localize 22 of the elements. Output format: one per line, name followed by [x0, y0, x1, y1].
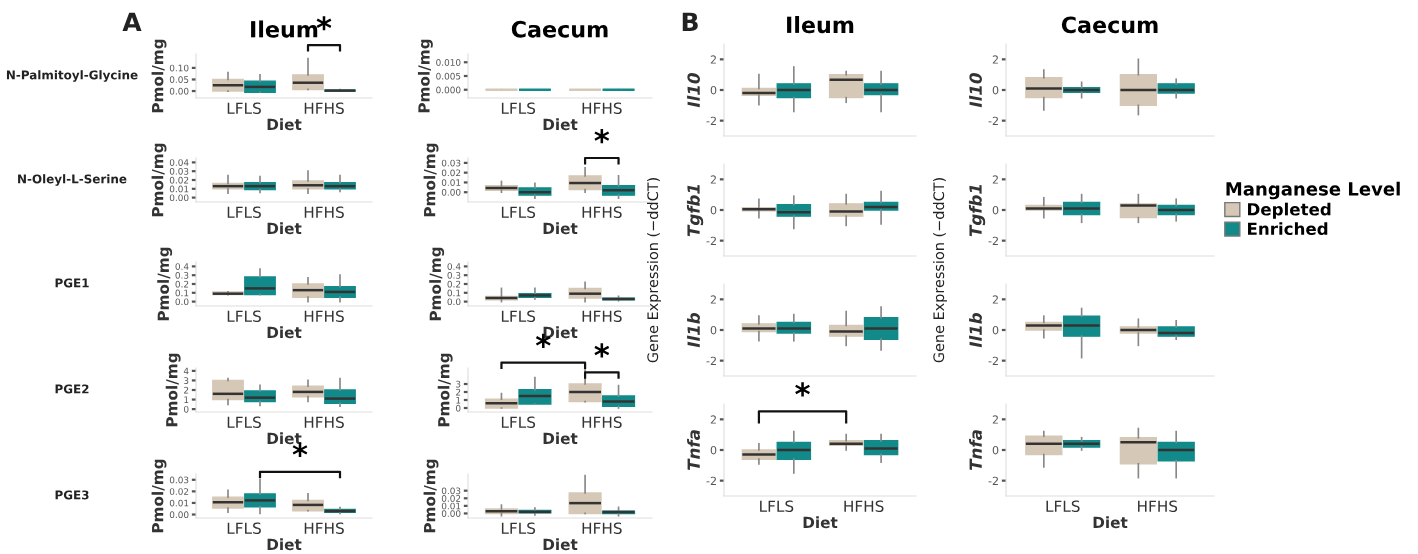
legend-title: Manganese Level	[1226, 181, 1400, 200]
chart-title: Ileum	[787, 16, 854, 34]
y-axis-title: Tnfa	[969, 430, 982, 471]
y-axis-title: Tgfb1	[686, 184, 704, 237]
chart-title: Ileum	[251, 20, 318, 38]
y-axis-title: Il10	[687, 73, 700, 108]
chart-title: Caecum	[511, 20, 608, 38]
legend-label: Depleted	[1248, 202, 1331, 219]
y-axis-title: Tgfb1	[968, 184, 986, 237]
y-axis-title: Il1b	[969, 312, 982, 348]
text: *	[594, 128, 610, 144]
text: *	[292, 442, 308, 457]
text: *	[316, 16, 332, 31]
y-axis-title: Il10	[969, 73, 982, 108]
text: A	[122, 12, 142, 31]
chart-title: Caecum	[1061, 16, 1158, 34]
text: *	[594, 343, 610, 358]
y-axis-title: Il1b	[687, 312, 700, 348]
text: *	[795, 382, 810, 397]
y-axis-title: Tnfa	[687, 430, 700, 471]
legend-label: Enriched	[1248, 222, 1328, 236]
text: B	[682, 12, 698, 31]
